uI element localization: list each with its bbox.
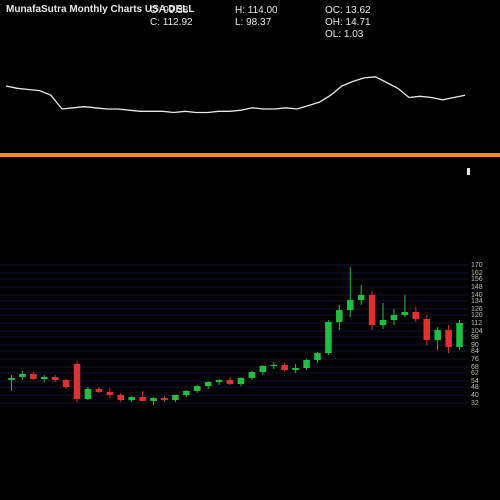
candle-body	[260, 366, 267, 372]
candle-body	[413, 312, 420, 319]
y-axis-label: 148	[471, 284, 483, 291]
candle-body	[128, 397, 135, 400]
y-axis-label: 62	[471, 370, 479, 377]
candle-body	[270, 365, 277, 366]
y-axis-label: 84	[471, 348, 479, 355]
candle-body	[227, 380, 234, 384]
candle-body	[358, 295, 365, 300]
candle-body	[369, 295, 376, 325]
price-marker	[467, 168, 470, 175]
candle-body	[303, 360, 310, 368]
candle-body	[380, 320, 387, 325]
y-axis-label: 112	[471, 320, 482, 327]
candle-body	[150, 398, 157, 401]
y-axis-label: 32	[471, 400, 479, 407]
candle-body	[30, 374, 37, 379]
candle-body	[96, 389, 103, 392]
candle-body	[249, 372, 256, 378]
candle-body	[8, 378, 15, 380]
candle-body	[238, 378, 245, 384]
y-axis-label: 134	[471, 298, 483, 305]
candle-body	[325, 322, 332, 353]
candle-body	[216, 380, 223, 382]
candle-body	[139, 397, 146, 401]
candle-body	[63, 380, 70, 387]
candle-body	[172, 395, 179, 400]
candle-body	[161, 398, 168, 400]
candle-body	[52, 377, 59, 380]
candle-body	[205, 382, 212, 386]
candle-body	[347, 300, 354, 310]
candle-body	[281, 365, 288, 370]
candle-body	[194, 386, 201, 391]
candle-body	[41, 377, 48, 379]
y-axis-label: 40	[471, 392, 479, 399]
candle-body	[402, 312, 409, 315]
candle-body	[183, 391, 190, 395]
candle-body	[85, 389, 92, 399]
candle-body	[19, 374, 26, 377]
y-axis-label: 76	[471, 356, 479, 363]
candle-body	[117, 395, 124, 400]
candle-body	[107, 392, 114, 395]
candle-body	[423, 319, 430, 340]
candle-body	[391, 315, 398, 320]
candle-body	[456, 323, 463, 347]
chart-canvas: 1701621561481401341261201121049890847668…	[0, 0, 500, 500]
y-axis-label: 48	[471, 384, 479, 391]
candle-body	[434, 330, 441, 340]
candle-body	[336, 310, 343, 322]
candle-body	[314, 353, 321, 360]
candlestick-chart: 1701621561481401341261201121049890847668…	[0, 262, 483, 407]
panel-divider	[0, 153, 500, 157]
y-axis-label: 120	[471, 312, 483, 319]
candle-body	[74, 364, 81, 399]
upper-line-chart	[6, 77, 465, 113]
y-axis-label: 156	[471, 276, 483, 283]
y-axis-label: 170	[471, 262, 483, 269]
y-axis-label: 98	[471, 334, 479, 341]
candle-body	[292, 368, 299, 370]
candle-body	[445, 330, 452, 347]
